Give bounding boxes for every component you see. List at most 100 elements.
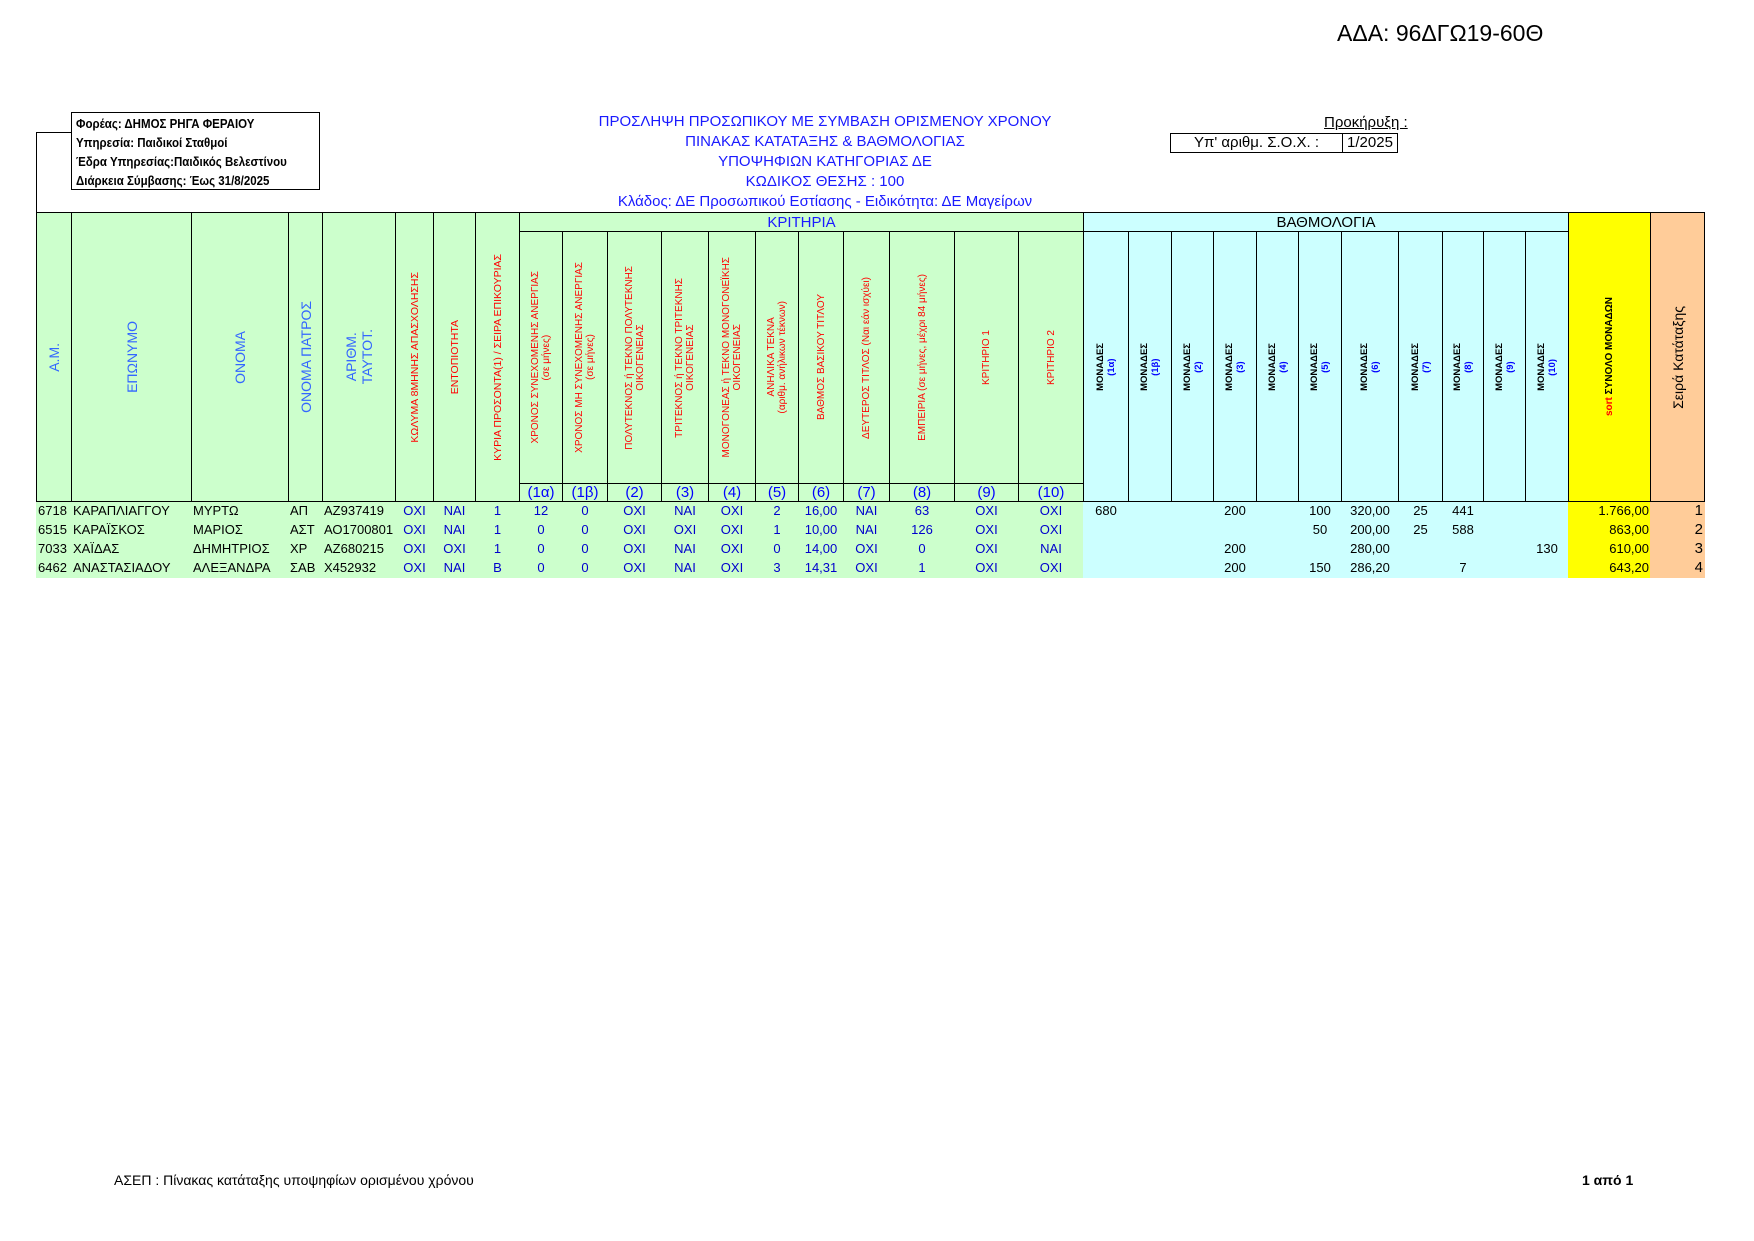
criteria-header: ΚΡΙΤΗΡΙΟ 2 (1018, 231, 1084, 484)
table-cell (1525, 502, 1569, 521)
info-box: Φορέας: ΔΗΜΟΣ ΡΗΓΑ ΦΕΡΑΙΟΥ Υπηρεσία: Παι… (71, 112, 320, 190)
points-header-code: (10) (1547, 358, 1558, 375)
table-cell: ΟΧΙ (954, 559, 1019, 578)
points-header-text: ΜΟΝΑΔΕΣ (6) (1359, 343, 1381, 391)
column-header: ΚΥΡΙΑ ΠΡΟΣΟΝΤΑ(1) / ΣΕΙΡΑ ΕΠΙΚΟΥΡΙΑΣ (475, 212, 520, 502)
total-points-label: ΣΥΝΟΛΟ ΜΟΝΑΔΩΝ (1604, 297, 1615, 398)
cell-surname: ΚΑΡΑΠΛΙΑΓΓΟΥ (71, 502, 192, 521)
table-cell: ΧΡ (288, 540, 323, 559)
points-header: ΜΟΝΑΔΕΣ (4) (1256, 231, 1299, 502)
table-cell: ΟΧΙ (661, 521, 709, 540)
table-cell: ΟΧΙ (1018, 502, 1084, 521)
table-cell: 441 (1442, 502, 1484, 521)
criteria-header: ΜΟΝΟΓΟΝΕΑΣ ή ΤΕΚΝΟ ΜΟΝΟΓΟΝΕΪΚΗΣ ΟΙΚΟΓΕΝΕ… (708, 231, 756, 484)
document-titles: ΠΡΟΣΛΗΨΗ ΠΡΟΣΩΠΙΚΟΥ ΜΕ ΣΥΜΒΑΣΗ ΟΡΙΣΜΕΝΟΥ… (560, 112, 1090, 212)
title-line-3: ΥΠΟΨΗΦΙΩΝ ΚΑΤΗΓΟΡΙΑΣ ΔΕ (718, 153, 932, 170)
cell-total-points: 1.766,00 (1568, 502, 1651, 521)
points-header: ΜΟΝΑΔΕΣ (1α) (1083, 231, 1129, 502)
table-cell: 7 (1442, 559, 1484, 578)
table-cell: ΟΧΙ (954, 502, 1019, 521)
criteria-header-label: ΒΑΘΜΟΣ ΒΑΣΙΚΟΥ ΤΙΤΛΟΥ (815, 294, 827, 421)
table-cell (1398, 540, 1443, 559)
table-cell (1171, 540, 1214, 559)
table-cell: 0 (519, 540, 563, 559)
column-header-label: ΟΝΟΜΑ (232, 330, 248, 384)
points-header-text: ΜΟΝΑΔΕΣ (1α) (1095, 343, 1117, 391)
table-cell: ΝΑΙ (661, 559, 709, 578)
table-cell: ΟΧΙ (395, 521, 434, 540)
table-cell: 280,00 (1341, 540, 1399, 559)
table-cell (1525, 521, 1569, 540)
table-cell: ΟΧΙ (433, 540, 476, 559)
table-cell: 10,00 (798, 521, 844, 540)
table-cell: 1 (889, 559, 955, 578)
table-cell (1256, 502, 1299, 521)
points-header-text: ΜΟΝΑΔΕΣ (9) (1494, 343, 1516, 391)
table-cell: 0 (519, 521, 563, 540)
cell-rank: 4 (1650, 559, 1705, 578)
table-cell (1213, 521, 1257, 540)
table-cell: 12 (519, 502, 563, 521)
criteria-code-label: (1β) (571, 483, 599, 501)
column-header: ΕΝΤΟΠΙΟΤΗΤΑ (433, 212, 476, 502)
table-cell (1442, 540, 1484, 559)
criteria-header: ΕΜΠΕΙΡΙΑ (σε μήνες, μέχρι 84 μήνες) (889, 231, 955, 484)
table-cell (1256, 559, 1299, 578)
points-header-label: ΜΟΝΑΔΕΣ (1224, 342, 1235, 391)
criteria-code-label: (7) (857, 483, 876, 501)
table-cell: 1 (475, 502, 520, 521)
criteria-code: (10) (1018, 483, 1084, 502)
criteria-code: (1β) (562, 483, 608, 502)
table-cell: 130 (1525, 540, 1569, 559)
table-cell (1128, 521, 1172, 540)
points-header-text: ΜΟΝΑΔΕΣ (4) (1267, 343, 1289, 391)
points-header-label: ΜΟΝΑΔΕΣ (1359, 342, 1370, 391)
table-cell: 200 (1213, 502, 1257, 521)
points-header-label: ΜΟΝΑΔΕΣ (1095, 342, 1106, 391)
table-cell: 16,00 (798, 502, 844, 521)
rank-header-label: Σειρά Κατάταξης (1669, 305, 1686, 409)
points-header-code: (1β) (1150, 357, 1161, 376)
table-cell: 63 (889, 502, 955, 521)
table-cell (1525, 559, 1569, 578)
points-header-label: ΜΟΝΑΔΕΣ (1536, 342, 1547, 391)
title-line-1: ΠΡΟΣΛΗΨΗ ΠΡΟΣΩΠΙΚΟΥ ΜΕ ΣΥΜΒΑΣΗ ΟΡΙΣΜΕΝΟΥ… (598, 113, 1052, 130)
table-cell: Β (475, 559, 520, 578)
column-header: ΟΝΟΜΑ (191, 212, 289, 502)
column-header: ΕΠΩΝΥΜΟ (71, 212, 192, 502)
points-header: ΜΟΝΑΔΕΣ (10) (1525, 231, 1569, 502)
points-header-code: (5) (1320, 360, 1331, 373)
column-header-label: ΑΡΙΘΜ. ΤΑΥΤΟΤ. (343, 329, 375, 385)
points-header-code: (2) (1192, 360, 1204, 373)
criteria-header-label: ΧΡΟΝΟΣ ΣΥΝΕΧΟΜΕΝΗΣ ΑΝΕΡΓΙΑΣ (σε μήνες) (530, 271, 552, 444)
criteria-code: (1α) (519, 483, 563, 502)
points-header-text: ΜΟΝΑΔΕΣ (1β) (1139, 343, 1161, 391)
criteria-header-label: ΚΡΙΤΗΡΙΟ 1 (981, 329, 992, 385)
info-service: Υπηρεσία: Παιδικοί Σταθμοί (76, 136, 228, 150)
table-cell: 320,00 (1341, 502, 1399, 521)
cell-total-points: 863,00 (1568, 521, 1651, 540)
header-bracket-line (36, 132, 72, 213)
table-cell: ΟΧΙ (954, 521, 1019, 540)
points-header-text: ΜΟΝΑΔΕΣ (5) (1309, 343, 1331, 391)
info-seat: Έδρα Υπηρεσίας:Παιδικός Βελεστίνου (76, 155, 287, 169)
table-cell (1483, 540, 1526, 559)
table-cell: ΝΑΙ (433, 502, 476, 521)
info-employer: Φορέας: ΔΗΜΟΣ ΡΗΓΑ ΦΕΡΑΙΟΥ (76, 117, 255, 131)
page-number: 1 από 1 (1582, 1172, 1634, 1188)
criteria-header: ΤΡΙΤΕΚΝΟΣ ή ΤΕΚΝΟ ΤΡΙΤΕΚΝΗΣ ΟΙΚΟΓΕΝΕΙΑΣ (661, 231, 709, 484)
column-header: ΚΩΛΥΜΑ 8ΜΗΝΗΣ ΑΠΑΣΧΟΛΗΣΗΣ (395, 212, 434, 502)
column-header-label: Α.Μ. (46, 342, 62, 372)
points-header-text: ΜΟΝΑΔΕΣ (8) (1452, 343, 1474, 391)
criteria-code-label: (3) (675, 483, 695, 501)
points-header-label: ΜΟΝΑΔΕΣ (1409, 342, 1421, 391)
points-header-text: ΜΟΝΑΔΕΣ (7) (1410, 343, 1432, 391)
table-cell (1171, 559, 1214, 578)
sox-label: Υπ' αριθμ. Σ.Ο.Χ. : (1171, 134, 1343, 152)
column-header-label: ΕΠΩΝΥΜΟ (123, 321, 140, 393)
title-line-2: ΠΙΝΑΚΑΣ ΚΑΤΑΤΑΞΗΣ & ΒΑΘΜΟΛΟΓΙΑΣ (685, 133, 965, 150)
criteria-code: (4) (708, 483, 756, 502)
points-header: ΜΟΝΑΔΕΣ (6) (1341, 231, 1399, 502)
table-cell: ΟΧΙ (395, 540, 434, 559)
column-header-label: ΚΥΡΙΑ ΠΡΟΣΟΝΤΑ(1) / ΣΕΙΡΑ ΕΠΙΚΟΥΡΙΑΣ (491, 253, 504, 461)
